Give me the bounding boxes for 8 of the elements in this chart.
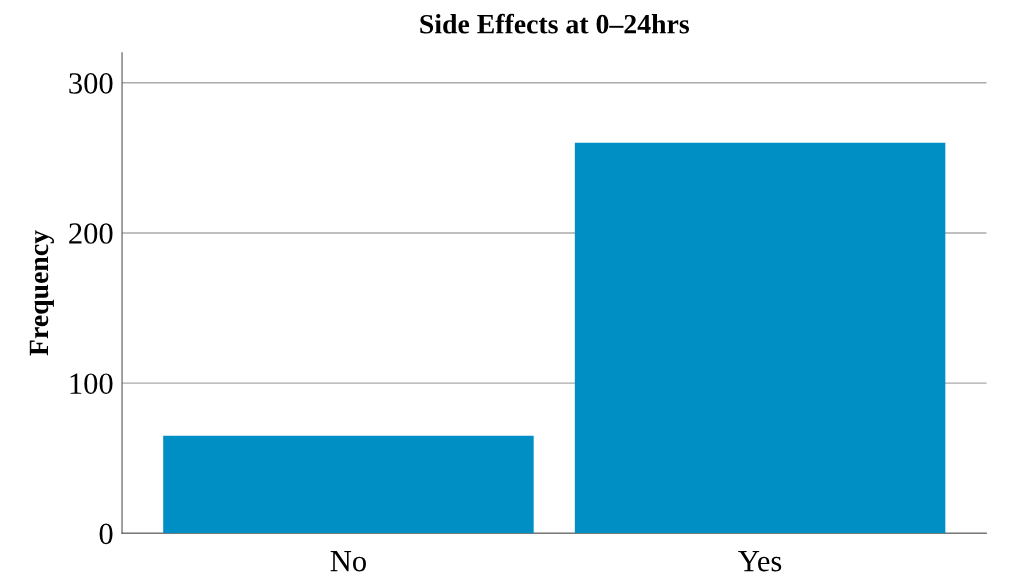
x-tick-label: Yes: [738, 551, 782, 572]
y-tick-label: 300: [69, 73, 113, 94]
chart-title: Side Effects at 0–24hrs: [420, 13, 689, 34]
y-tick-label: 200: [69, 223, 113, 244]
y-axis-title: Frequency: [29, 230, 54, 356]
y-tick-label: 100: [70, 373, 113, 394]
x-tick-label: No: [330, 551, 366, 572]
y-tick-label: 0: [99, 523, 113, 545]
